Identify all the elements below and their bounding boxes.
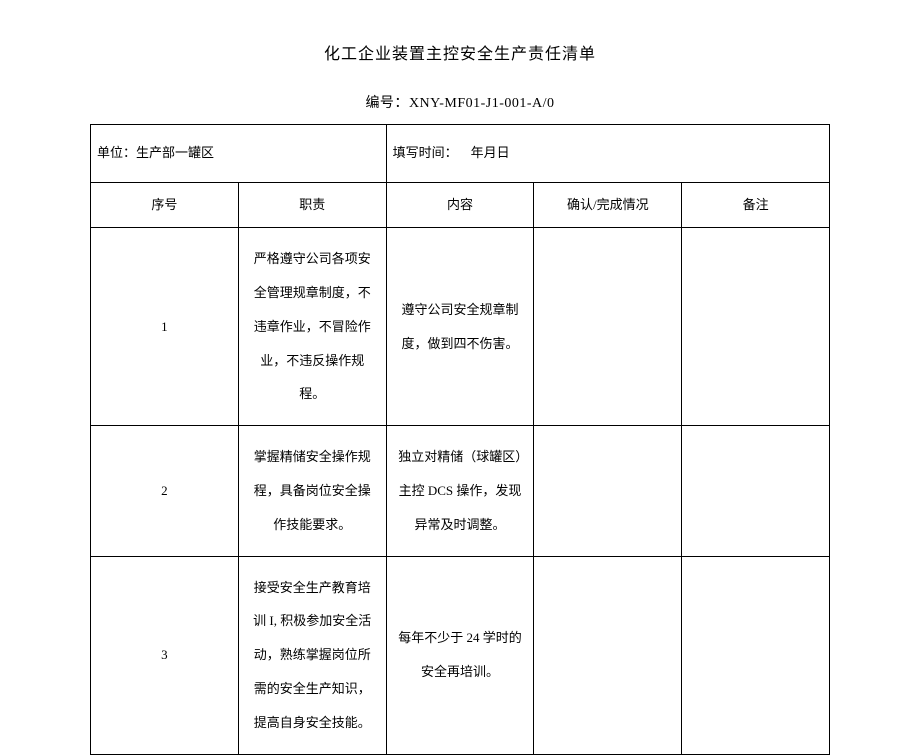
unit-label: 单位： [97,145,136,160]
cell-duty: 掌握精储安全操作规程，具备岗位安全操作技能要求。 [238,426,386,556]
date-label: 填写时间： [393,145,458,160]
responsibility-table: 单位：生产部一罐区 填写时间： 年月日 序号 职责 内容 确认/完成情况 备注 … [90,124,830,755]
col-header-content: 内容 [386,182,534,228]
cell-remark [682,426,830,556]
col-header-seq: 序号 [91,182,239,228]
date-value: 年月日 [471,145,510,160]
cell-seq: 1 [91,228,239,426]
cell-content: 独立对精储（球罐区）主控 DCS 操作，发现异常及时调整。 [386,426,534,556]
date-cell: 填写时间： 年月日 [386,125,829,183]
cell-confirm [534,228,682,426]
table-meta-row: 单位：生产部一罐区 填写时间： 年月日 [91,125,830,183]
cell-remark [682,228,830,426]
cell-duty: 严格遵守公司各项安全管理规章制度，不违章作业，不冒险作业，不违反操作规程。 [238,228,386,426]
unit-value: 生产部一罐区 [136,145,214,160]
col-header-remark: 备注 [682,182,830,228]
table-row: 3 接受安全生产教育培训 I, 积极参加安全活动，熟练掌握岗位所需的安全生产知识… [91,556,830,754]
col-header-duty: 职责 [238,182,386,228]
cell-content: 每年不少于 24 学时的安全再培训。 [386,556,534,754]
cell-confirm [534,556,682,754]
document-title: 化工企业装置主控安全生产责任清单 [90,40,830,64]
document-number: 编号：XNY-MF01-J1-001-A/0 [90,92,830,112]
table-row: 1 严格遵守公司各项安全管理规章制度，不违章作业，不冒险作业，不违反操作规程。 … [91,228,830,426]
table-header-row: 序号 职责 内容 确认/完成情况 备注 [91,182,830,228]
cell-seq: 2 [91,426,239,556]
cell-content: 遵守公司安全规章制度，做到四不伤害。 [386,228,534,426]
doc-number-value: XNY-MF01-J1-001-A/0 [409,96,555,111]
unit-cell: 单位：生产部一罐区 [91,125,387,183]
col-header-confirm: 确认/完成情况 [534,182,682,228]
doc-number-label: 编号： [365,96,409,111]
cell-duty: 接受安全生产教育培训 I, 积极参加安全活动，熟练掌握岗位所需的安全生产知识，提… [238,556,386,754]
cell-seq: 3 [91,556,239,754]
table-row: 2 掌握精储安全操作规程，具备岗位安全操作技能要求。 独立对精储（球罐区）主控 … [91,426,830,556]
cell-confirm [534,426,682,556]
cell-remark [682,556,830,754]
